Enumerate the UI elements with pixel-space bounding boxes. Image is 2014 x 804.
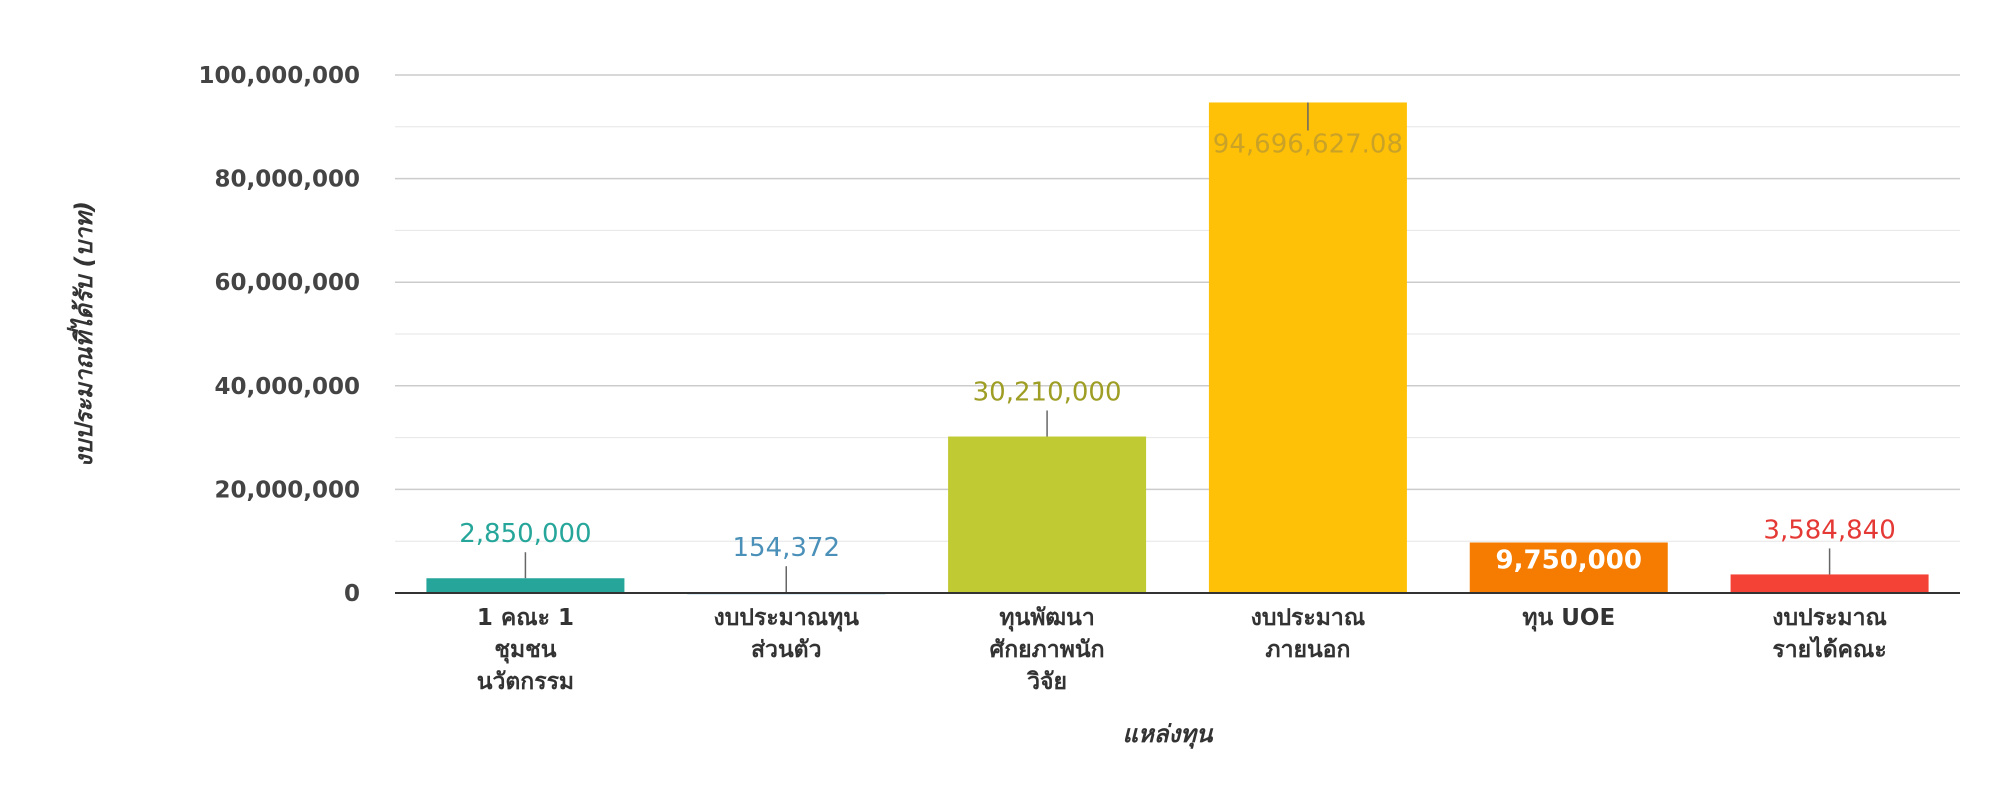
x-tick-label: งบประมาณทุนส่วนตัว — [714, 605, 860, 663]
y-axis-label: งบประมาณที่ได้รับ (บาท) — [66, 201, 98, 467]
x-axis-categories: 1 คณะ 1 ชุมชนนวัตกรรม งบประมาณทุนส่วนตัว ทุ… — [477, 605, 1887, 695]
x-tick-label: งบประมาณรายได้คณะ — [1772, 605, 1887, 663]
data-label: 3,584,840 — [1763, 515, 1895, 545]
y-tick-label: 0 — [344, 581, 360, 607]
y-tick-label: 100,000,000 — [198, 63, 360, 89]
bars: 2,850,000 154,372 30,210,000 94,696,627.08 9… — [426, 102, 1929, 595]
y-tick-label: 40,000,000 — [214, 374, 360, 400]
bar — [948, 436, 1147, 593]
bar — [1469, 542, 1668, 593]
y-tick-label: 80,000,000 — [214, 167, 360, 193]
data-label: 94,696,627.08 — [1213, 129, 1403, 159]
x-axis-label: แหล่งทุน — [1123, 720, 1215, 749]
y-tick-label: 20,000,000 — [214, 477, 360, 503]
y-axis-ticks: 0 20,000,000 40,000,000 60,000,000 80,000,00… — [198, 63, 360, 607]
x-tick-label: งบประมาณภายนอก — [1251, 605, 1366, 663]
bar — [1730, 574, 1929, 593]
gridlines — [395, 74, 1960, 542]
x-tick-label: 1 คณะ 1 ชุมชนนวัตกรรม — [477, 605, 574, 695]
x-tick-label: ทุน UOE — [1522, 605, 1615, 632]
x-tick-label: ทุนพัฒนาศักยภาพนักวิจัย — [990, 605, 1105, 695]
y-tick-label: 60,000,000 — [214, 270, 360, 296]
bar — [1208, 102, 1407, 594]
bar — [426, 578, 625, 593]
data-label: 154,372 — [732, 533, 840, 563]
data-label: 9,750,000 — [1496, 545, 1642, 575]
data-label: 2,850,000 — [459, 519, 591, 549]
data-label: 30,210,000 — [973, 378, 1122, 408]
